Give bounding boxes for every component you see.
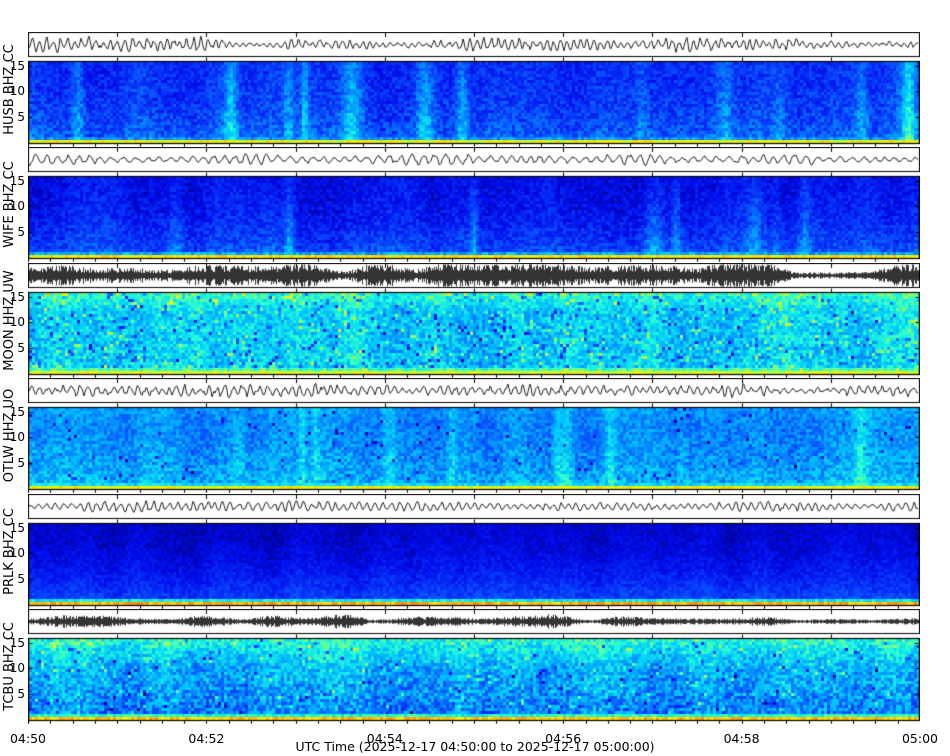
freq-tick-label-wife-5: 5 bbox=[17, 224, 25, 239]
x-tick-label-04-56: 04:56 bbox=[545, 731, 582, 746]
freq-tick-label-tcbu-10: 10 bbox=[9, 661, 25, 676]
freq-tick-label-wife-10: 10 bbox=[9, 199, 25, 214]
freq-tick-label-otlw-5: 5 bbox=[17, 455, 25, 470]
panel-plot-prlk bbox=[28, 494, 920, 609]
freq-tick-label-prlk-15: 15 bbox=[9, 521, 25, 536]
freq-tick-label-otlw-10: 10 bbox=[9, 430, 25, 445]
freq-tick-label-moon-10: 10 bbox=[9, 315, 25, 330]
freq-tick-label-tcbu-5: 5 bbox=[17, 686, 25, 701]
freq-tick-label-moon-5: 5 bbox=[17, 340, 25, 355]
x-tick-label-04-52: 04:52 bbox=[188, 731, 225, 746]
x-tick-label-04-50: 04:50 bbox=[9, 731, 47, 746]
freq-tick-label-husb-15: 15 bbox=[9, 59, 25, 74]
panel-plot-wife bbox=[28, 147, 920, 262]
freq-tick-label-otlw-15: 15 bbox=[9, 405, 25, 420]
freq-tick-label-prlk-10: 10 bbox=[9, 546, 25, 561]
freq-tick-label-tcbu-15: 15 bbox=[9, 636, 25, 651]
freq-tick-label-husb-5: 5 bbox=[17, 109, 25, 124]
panel-plot-moon bbox=[28, 263, 920, 378]
x-axis-label: UTC Time (2025-12-17 04:50:00 to 2025-12… bbox=[295, 739, 655, 754]
panel-plot-tcbu bbox=[28, 609, 920, 724]
x-tick-label-04-54: 04:54 bbox=[366, 731, 403, 746]
freq-tick-label-husb-10: 10 bbox=[9, 84, 25, 99]
freq-tick-label-wife-15: 15 bbox=[9, 174, 25, 189]
x-tick-label-04-58: 04:58 bbox=[723, 731, 760, 746]
freq-tick-label-moon-15: 15 bbox=[9, 290, 25, 305]
panel-plot-otlw bbox=[28, 378, 920, 493]
panel-plot-husb bbox=[28, 32, 920, 147]
x-tick-label-05-00: 05:00 bbox=[901, 731, 939, 746]
freq-tick-label-prlk-5: 5 bbox=[17, 571, 25, 586]
